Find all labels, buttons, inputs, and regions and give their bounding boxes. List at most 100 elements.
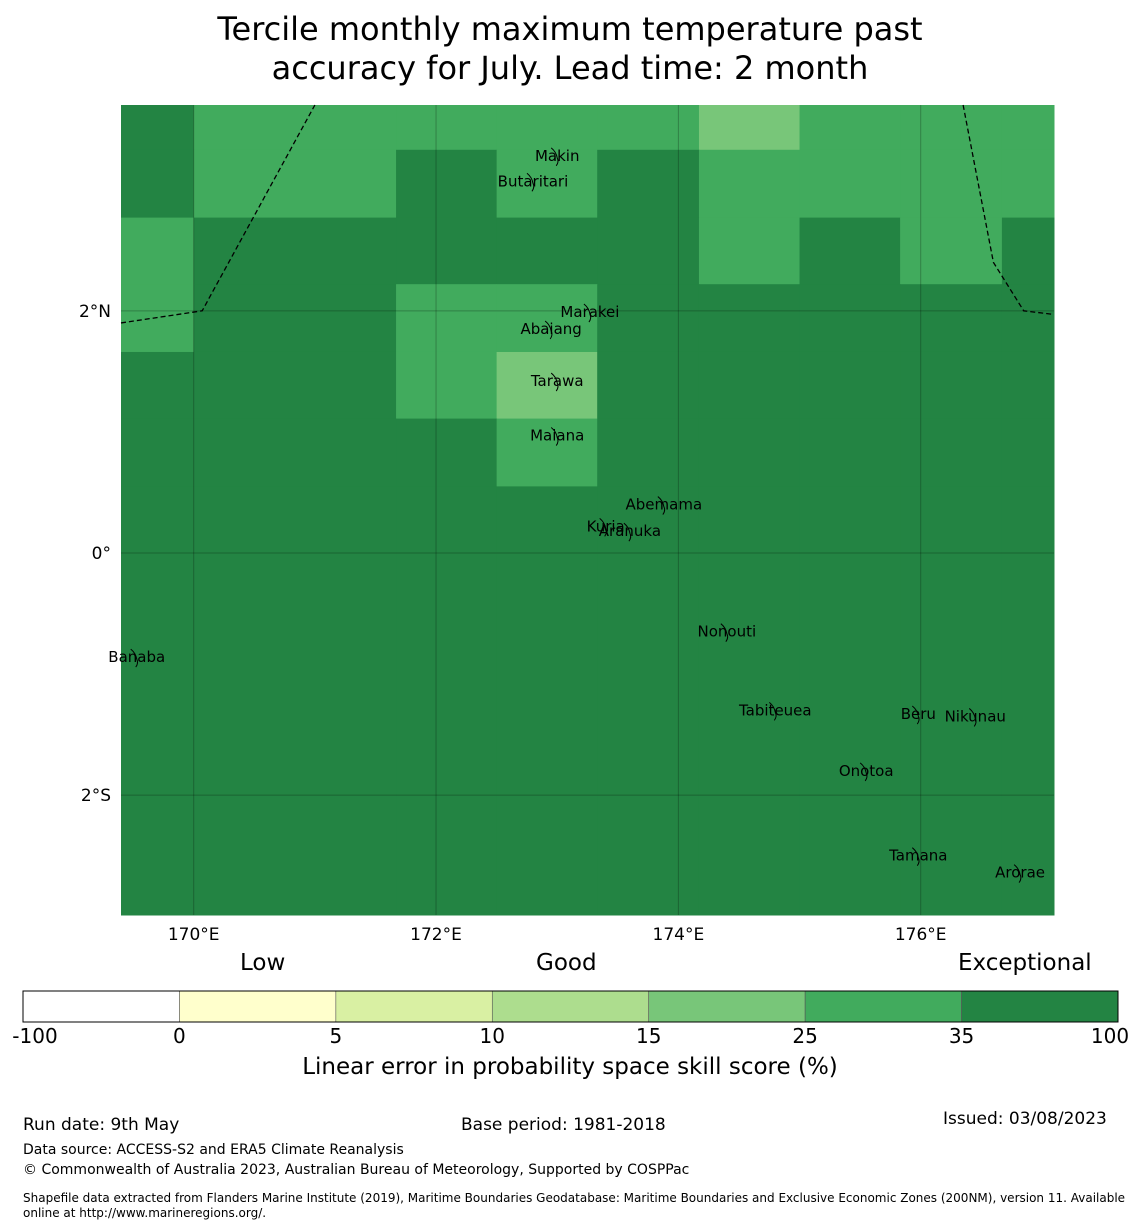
island-marker: Marakei: [560, 303, 619, 323]
grid-cell: [799, 284, 901, 353]
colorbar-tick-label: 25: [792, 1024, 818, 1048]
colorbar-label: Linear error in probability space skill …: [302, 1054, 838, 1080]
grid-cell: [597, 284, 700, 353]
island-label: Tabiteuea: [738, 701, 812, 719]
grid-cell: [121, 418, 195, 487]
lon-tick-label: 176°E: [895, 925, 947, 945]
title-line-2: accuracy for July. Lead time: 2 month: [271, 49, 869, 87]
colorbar-tick-label: 35: [948, 1024, 975, 1048]
colorbar-bin: [335, 990, 493, 1023]
grid-cell: [396, 351, 498, 420]
grid-cell: [396, 217, 498, 285]
grid-cell: [597, 351, 700, 420]
island-label: Tamana: [888, 847, 947, 865]
grid-cell: [496, 351, 598, 420]
island-outline: [526, 172, 535, 192]
grid-cell: [496, 149, 598, 219]
island-outline: [623, 522, 632, 542]
grid-cell: [1001, 149, 1055, 219]
grid-cell: [900, 217, 1003, 285]
grid-cell: [900, 105, 1003, 151]
island-outline: [768, 701, 777, 721]
category-exceptional: Exceptional: [958, 950, 1092, 976]
lon-tick-label: 174°E: [653, 925, 705, 945]
map-title: Tercile monthly maximum temperature past…: [0, 10, 1140, 88]
title-line-1: Tercile monthly maximum temperature past: [217, 10, 923, 48]
island-label: Abaiang: [520, 320, 581, 338]
island-outline: [657, 496, 666, 515]
island-outline: [544, 320, 553, 340]
axis-labels: 170°E 172°E 174°E 176°E 2°N 0° 2°S: [79, 302, 947, 945]
island-outline: [1013, 864, 1022, 883]
island-marker: Maiana: [530, 427, 584, 446]
island-outline: [911, 847, 920, 866]
grid-cell: [496, 418, 598, 487]
island-marker: Tabiteuea: [738, 701, 812, 721]
shapefile-credit: Shapefile data extracted from Flanders M…: [23, 1191, 1125, 1221]
colorbar-bin: [648, 990, 806, 1023]
island-marker: Abemama: [626, 496, 703, 515]
grid-cell: [1001, 284, 1055, 353]
island-outline: [550, 147, 559, 167]
island-outline: [599, 517, 607, 537]
island-label: Abemama: [626, 496, 703, 514]
colorbar-tick-label: 0: [173, 1024, 186, 1048]
grid-cell: [698, 351, 801, 420]
grid-cell: [496, 105, 598, 151]
island-marker: Abaiang: [520, 320, 582, 340]
grid-cell: [496, 486, 598, 916]
grid-cell: [121, 217, 195, 285]
grid-cell: [121, 486, 195, 916]
island-label: Onotoa: [839, 762, 894, 780]
island-label: Butaritari: [498, 172, 569, 190]
grid-cell: [396, 149, 498, 219]
category-low: Low: [240, 950, 286, 976]
data-source: Data source: ACCESS-S2 and ERA5 Climate …: [23, 1142, 404, 1158]
colorbar-bin: [22, 990, 180, 1023]
island-label: Arorae: [995, 864, 1045, 882]
grid-cell: [1001, 351, 1055, 420]
colorbar-tick-label: 5: [329, 1024, 343, 1048]
island-marker: Beru: [901, 705, 936, 725]
grid-cell: [1001, 217, 1055, 285]
colorbar: [22, 990, 1119, 1023]
grid-cell: [396, 284, 498, 353]
island-label: Tarawa: [530, 372, 584, 390]
island-outline: [130, 648, 139, 668]
grid-cell: [121, 284, 195, 353]
issued-date: Issued: 03/08/2023: [943, 1109, 1107, 1129]
island-outline: [968, 708, 977, 727]
lat-tick-label: 2°S: [81, 786, 111, 806]
shapefile-credit-line-2: online at http://www.marineregions.org/.: [23, 1206, 267, 1220]
grid-cell: [597, 217, 700, 285]
island-outline: [911, 705, 920, 725]
island-marker: Arorae: [995, 864, 1045, 883]
grid-cell: [193, 149, 397, 219]
grid-cell: [698, 418, 801, 487]
grid-cell: [121, 149, 195, 219]
island-outline: [583, 303, 592, 323]
island-marker: Tarawa: [530, 372, 584, 392]
island-label: Maiana: [530, 427, 584, 445]
grid-cell: [799, 105, 901, 151]
island-outline: [550, 372, 559, 392]
grid-cell: [799, 486, 901, 916]
colorbar-tick-label: 100: [1090, 1024, 1130, 1048]
colorbar-bin: [491, 990, 650, 1023]
colorbar-tick-label: 10: [479, 1024, 506, 1048]
grid-cell: [597, 418, 700, 487]
island-outline: [720, 623, 729, 642]
skill-grid: [121, 105, 1055, 916]
copyright: © Commonwealth of Australia 2023, Austra…: [23, 1162, 690, 1178]
island-marker: Nonouti: [698, 623, 756, 642]
grid-cell: [193, 217, 397, 285]
colorbar-bin: [179, 990, 337, 1023]
lon-tick-label: 172°E: [410, 925, 462, 945]
eez-boundary-line: [120, 104, 316, 324]
colorbar-bin: [961, 990, 1119, 1023]
island-label: Marakei: [560, 303, 619, 321]
colorbar-frame: [22, 990, 1119, 1023]
grid-cell: [900, 284, 1003, 353]
island-marker: Butaritari: [498, 172, 569, 192]
